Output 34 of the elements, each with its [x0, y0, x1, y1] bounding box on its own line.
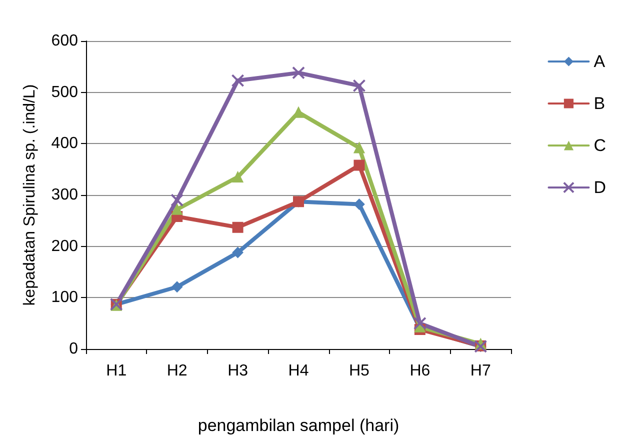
x-tick-label: H3 — [228, 362, 248, 380]
x-tick-label: H2 — [166, 362, 188, 380]
point — [354, 198, 365, 210]
point — [413, 316, 426, 330]
y-tick-label: 0 — [69, 340, 78, 358]
point — [232, 246, 244, 258]
x-tick-label: H5 — [348, 362, 370, 380]
point — [232, 172, 244, 183]
point — [352, 79, 366, 92]
point — [354, 142, 365, 154]
legend-label: B — [594, 94, 606, 113]
point — [172, 281, 183, 292]
x-tick-label: H6 — [410, 362, 430, 380]
y-axis-title: kepadatan Spirulina sp. (.ind/L) — [22, 84, 38, 306]
y-tick-label: 200 — [51, 238, 78, 255]
point — [172, 204, 183, 215]
x-tick-label: H1 — [106, 362, 127, 380]
legend-label: A — [594, 52, 606, 71]
point — [292, 66, 305, 80]
point — [293, 106, 304, 118]
legend-label: C — [594, 136, 606, 155]
y-tick-label: 100 — [51, 289, 78, 306]
y-tick-label: 500 — [51, 84, 78, 101]
x-axis-title: pengambilan sampel (hari) — [198, 416, 400, 435]
y-tick-label: 300 — [51, 186, 78, 204]
y-tick-label: 600 — [51, 32, 78, 50]
legend-label: D — [594, 178, 606, 197]
point — [170, 194, 184, 207]
y-tick-label: 400 — [51, 135, 78, 152]
x-tick-label: H7 — [470, 362, 491, 380]
point — [232, 222, 244, 233]
x-tick-label: H4 — [288, 362, 309, 380]
point — [354, 160, 365, 171]
point — [231, 74, 244, 88]
